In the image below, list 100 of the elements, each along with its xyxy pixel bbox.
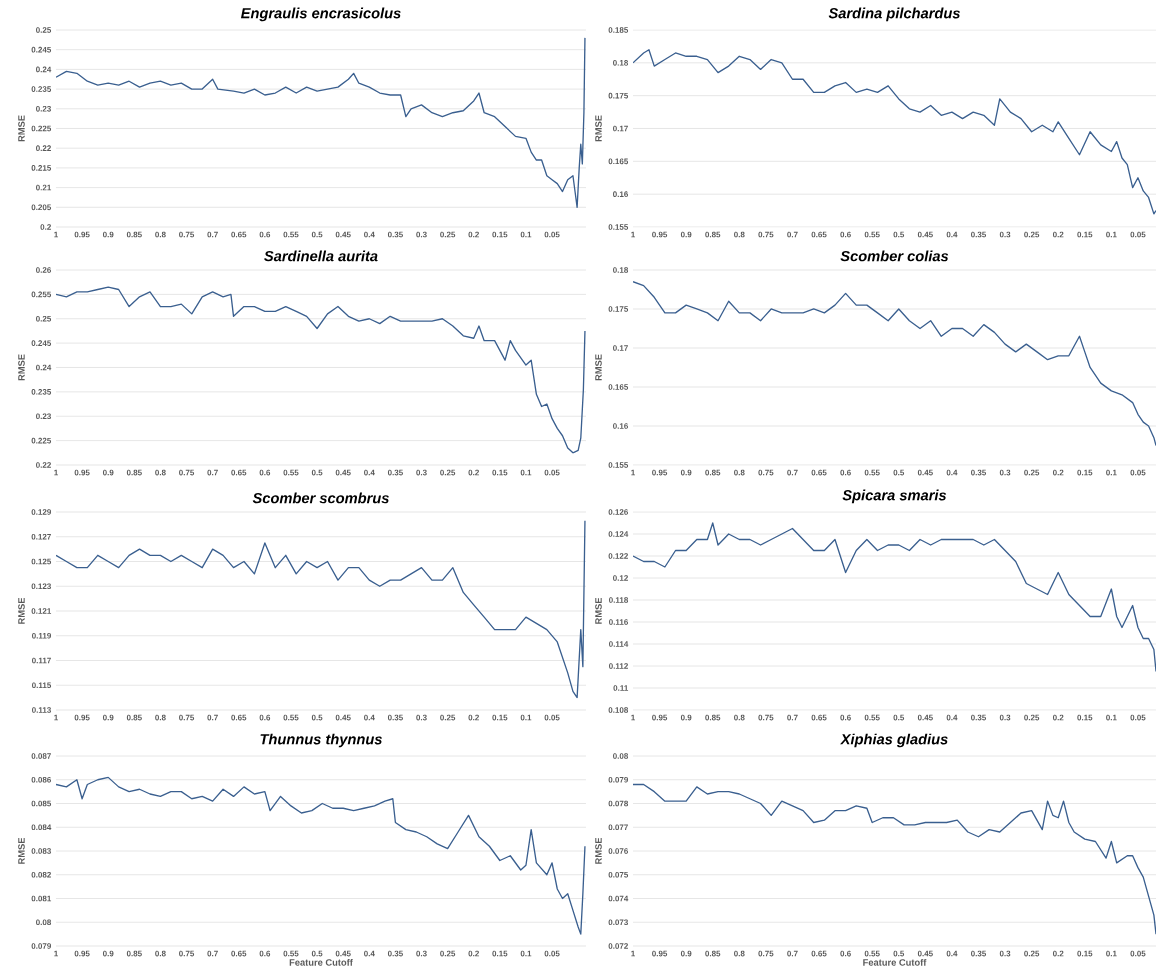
- x-tick-label: 0.35: [971, 469, 987, 476]
- x-tick-label: 0.8: [155, 231, 166, 238]
- y-tick-label: 0.079: [31, 943, 51, 949]
- y-tick-label: 0.123: [31, 583, 51, 590]
- x-tick-label: 0.4: [364, 231, 375, 238]
- x-tick-label: 0.35: [387, 714, 403, 721]
- y-tick-label: 0.215: [31, 165, 52, 171]
- x-tick-label: 0.85: [705, 469, 721, 476]
- y-tick-label: 0.255: [31, 291, 52, 298]
- x-tick-label: 0.05: [544, 714, 560, 721]
- x-tick-label: 0.65: [811, 231, 827, 238]
- x-tick-label: 0.5: [311, 231, 323, 238]
- y-tick-label: 0.078: [608, 800, 629, 807]
- y-tick-label: 0.12: [613, 575, 628, 581]
- x-tick-label: 0.9: [102, 714, 114, 721]
- x-tick-label: 1: [631, 469, 635, 476]
- x-tick-label: 0.5: [893, 469, 905, 476]
- x-tick-label: 0.85: [126, 469, 142, 476]
- x-tick-label: 0.65: [231, 950, 247, 957]
- y-tick-label: 0.18: [613, 60, 629, 66]
- x-tick-label: 0.4: [946, 714, 958, 721]
- y-tick-label: 0.225: [31, 125, 52, 132]
- line-series: [56, 37, 586, 208]
- x-tick-label: 0.2: [468, 950, 479, 957]
- x-tick-label: 0.1: [520, 469, 532, 476]
- x-tick-label: 0.65: [811, 469, 827, 476]
- x-tick-label: 0.9: [102, 231, 114, 238]
- x-axis-title: Feature Cutoff: [863, 958, 927, 966]
- x-tick-label: 0.2: [468, 714, 479, 721]
- x-tick-label: 0.05: [1130, 950, 1146, 957]
- x-tick-label: 0.9: [680, 714, 692, 721]
- x-tick-label: 0.7: [207, 231, 218, 238]
- y-axis-title: RMSE: [18, 597, 25, 624]
- chart-title: Spicara smaris: [842, 489, 947, 504]
- x-tick-label: 0.3: [416, 469, 427, 476]
- x-tick-label: 0.65: [811, 714, 827, 721]
- x-tick-label: 0.8: [155, 469, 166, 476]
- x-tick-label: 0.2: [1052, 231, 1064, 238]
- x-tick-label: 0.85: [705, 231, 721, 238]
- chart-title: Sardinella aurita: [264, 250, 378, 262]
- y-tick-label: 0.26: [36, 267, 51, 273]
- x-tick-label: 0.75: [179, 469, 195, 476]
- x-axis-title: Feature Cutoff: [289, 958, 353, 966]
- x-tick-label: 0.05: [544, 469, 560, 476]
- y-tick-label: 0.17: [613, 125, 628, 132]
- x-tick-label: 0.8: [155, 950, 166, 957]
- x-tick-label: 0.95: [652, 714, 668, 721]
- x-tick-label: 0.35: [387, 469, 403, 476]
- x-tick-label: 0.9: [680, 231, 692, 238]
- y-tick-label: 0.087: [31, 753, 51, 759]
- x-tick-label: 0.7: [787, 231, 798, 238]
- x-tick-label: 0.25: [440, 231, 456, 238]
- x-tick-label: 0.2: [468, 469, 479, 476]
- y-axis-title: RMSE: [18, 354, 25, 381]
- x-tick-label: 0.95: [74, 714, 90, 721]
- line-series: [56, 776, 586, 935]
- y-tick-label: 0.108: [608, 707, 629, 713]
- x-tick-label: 0.55: [283, 714, 299, 721]
- x-tick-label: 0.5: [311, 469, 323, 476]
- x-tick-label: 0.9: [680, 950, 692, 957]
- x-tick-label: 0.1: [1106, 469, 1117, 476]
- y-tick-label: 0.18: [613, 267, 629, 273]
- y-tick-label: 0.185: [608, 27, 629, 33]
- x-tick-label: 0.55: [864, 469, 880, 476]
- x-tick-label: 0.3: [416, 950, 427, 957]
- chart-title: Thunnus thynnus: [260, 733, 383, 748]
- x-tick-label: 0.2: [1052, 714, 1064, 721]
- y-tick-label: 0.21: [36, 184, 52, 191]
- x-tick-label: 0.7: [787, 469, 798, 476]
- x-tick-label: 0.95: [652, 469, 668, 476]
- y-tick-label: 0.165: [608, 158, 629, 165]
- y-tick-label: 0.115: [32, 682, 52, 689]
- x-tick-label: 0.35: [387, 231, 403, 238]
- y-tick-label: 0.125: [31, 558, 52, 565]
- x-tick-label: 0.4: [364, 950, 375, 957]
- x-tick-label: 0.15: [1077, 469, 1093, 476]
- x-tick-label: 0.6: [840, 231, 851, 238]
- y-tick-label: 0.24: [36, 364, 52, 371]
- y-tick-label: 0.085: [31, 800, 52, 807]
- y-axis-title: RMSE: [18, 837, 25, 864]
- x-tick-label: 0.35: [971, 714, 987, 721]
- x-tick-label: 0.8: [734, 231, 745, 238]
- y-tick-label: 0.076: [608, 848, 628, 854]
- y-tick-label: 0.16: [613, 423, 628, 429]
- x-tick-label: 0.55: [864, 714, 880, 721]
- y-tick-label: 0.073: [608, 919, 628, 926]
- x-tick-label: 1: [631, 950, 635, 957]
- chart-title: Scomber colias: [840, 250, 949, 262]
- x-tick-label: 0.85: [126, 714, 142, 721]
- x-tick-label: 0.8: [734, 950, 745, 957]
- y-axis-title: RMSE: [595, 597, 602, 624]
- x-tick-label: 0.15: [1077, 231, 1093, 238]
- x-tick-label: 0.2: [1052, 950, 1064, 957]
- x-tick-label: 0.4: [364, 469, 375, 476]
- x-tick-label: 0.4: [946, 469, 958, 476]
- y-tick-label: 0.25: [36, 315, 52, 322]
- x-tick-label: 0.05: [1130, 231, 1146, 238]
- chart-title: Engraulis encrasicolus: [240, 7, 401, 22]
- y-tick-label: 0.122: [608, 553, 628, 559]
- x-tick-label: 0.7: [207, 714, 218, 721]
